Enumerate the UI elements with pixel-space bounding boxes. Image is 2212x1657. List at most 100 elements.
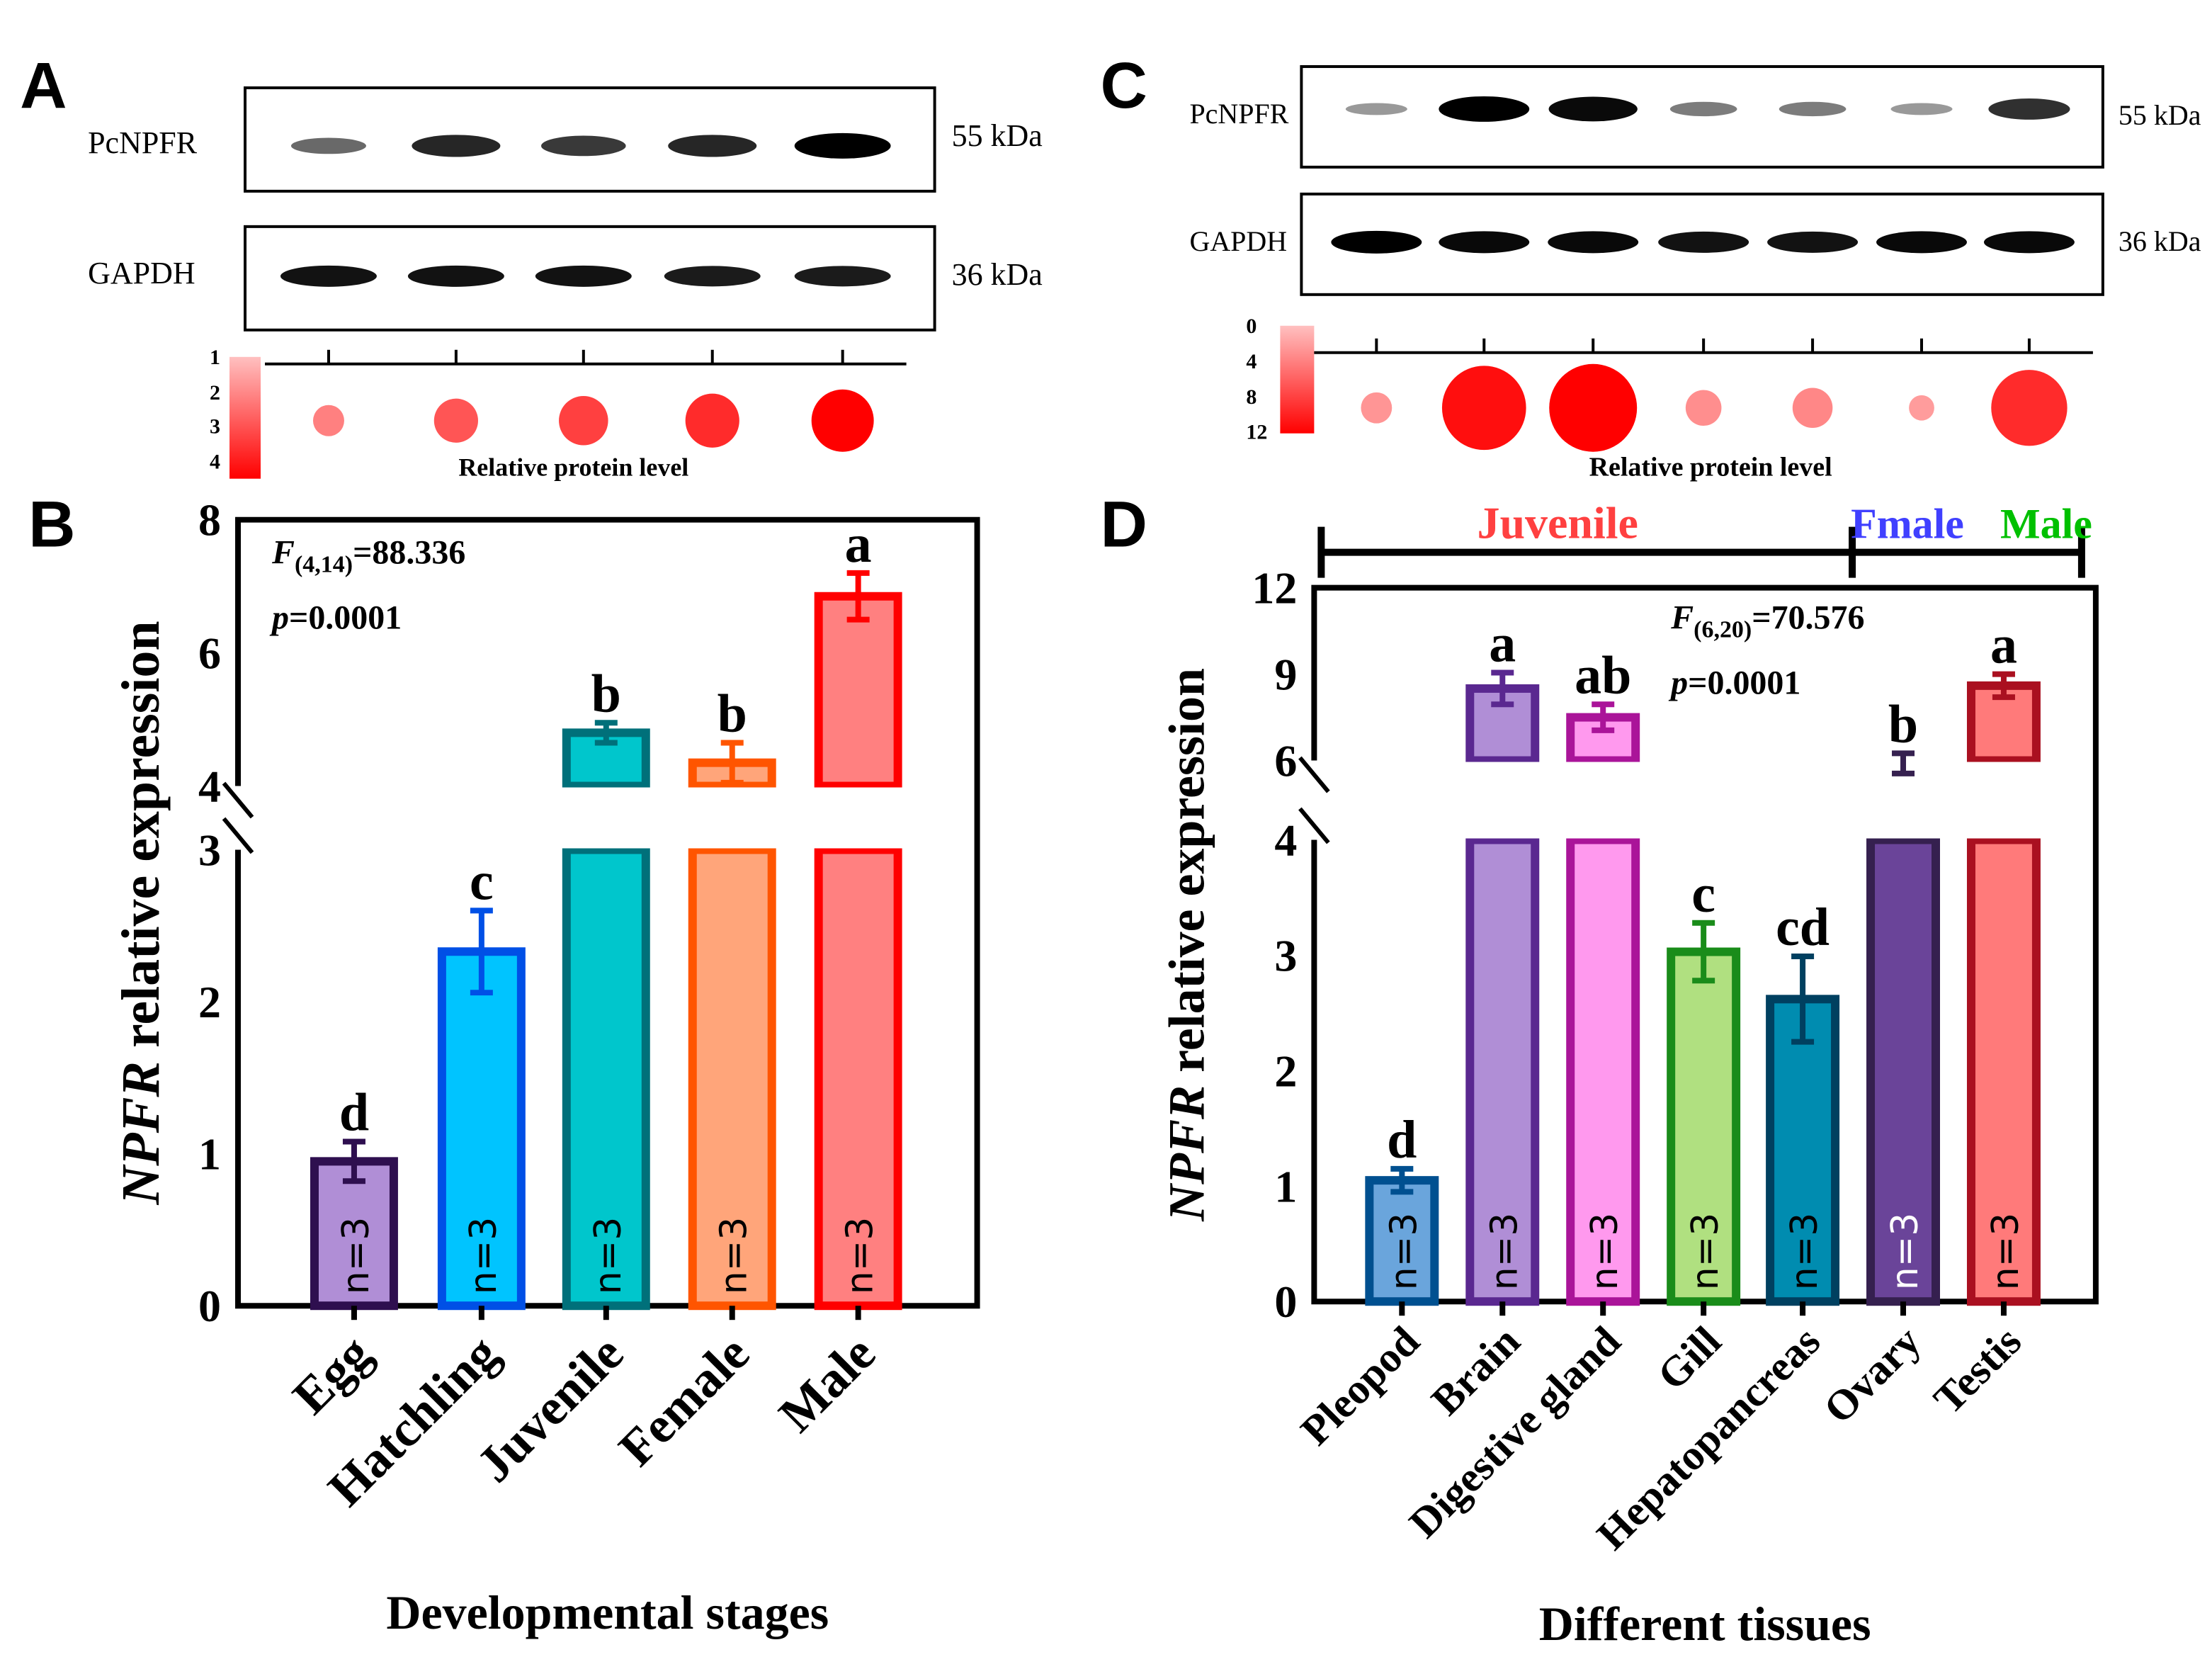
axis-break-gap	[812, 787, 904, 849]
blot-c-control-kda: 36 kDa	[2119, 225, 2201, 257]
axis-break-mark	[1298, 756, 1330, 793]
error-bar	[1892, 750, 1915, 776]
stat-part: (6,20)	[1694, 617, 1752, 643]
axis-break-gap	[560, 787, 652, 849]
error-bar	[1791, 954, 1815, 1045]
y-tick-label: 2	[198, 977, 221, 1027]
protein-band-gapdh	[1439, 231, 1530, 254]
protein-band-target	[1345, 103, 1407, 115]
y-tick-label: 4	[1274, 815, 1297, 865]
error-bar	[470, 907, 493, 996]
significance-letter: a	[1990, 616, 2017, 675]
x-tick-label: Pleopod	[1292, 1318, 1429, 1454]
panel-label-c: C	[1101, 50, 1147, 122]
x-tick-label: Female	[608, 1325, 760, 1477]
western-blot-c: PcNPFR GAPDH 55 kDa 36 kDa 0 4 8 12 Rela…	[1189, 64, 2201, 482]
axis-break-gap	[686, 787, 778, 849]
protein-band-target	[794, 132, 891, 159]
y-axis-label: NPFR relative expression	[111, 621, 171, 1205]
bar-chart-d: 012346912dn=3Pleopodan=3Brainabn=3Digest…	[1158, 498, 2099, 1651]
stat-part: p	[269, 599, 289, 637]
panel-label-b: B	[28, 489, 75, 561]
error-bar	[1491, 669, 1514, 708]
axis-break-gap	[1965, 762, 2042, 839]
n-label: n=3	[1783, 1213, 1826, 1291]
significance-letter: b	[1888, 694, 1918, 754]
n-label: n=3	[463, 1217, 505, 1295]
protein-band-target	[1669, 101, 1737, 117]
n-label: n=3	[1884, 1213, 1927, 1291]
x-tick-label: Egg	[282, 1325, 382, 1425]
error-bar	[846, 570, 870, 623]
axes-frame	[235, 516, 980, 1309]
protein-band-gapdh	[664, 266, 761, 287]
relative-level-dot	[685, 393, 739, 448]
relative-level-dot	[1909, 395, 1934, 421]
group-label-juvenile: Juvenile	[1477, 498, 1638, 548]
blot-a-color-scale	[229, 356, 261, 479]
stat-part: F	[1670, 599, 1694, 637]
bar	[1465, 835, 1540, 1306]
x-axis-label: Developmental stages	[386, 1585, 829, 1639]
significance-letter: d	[339, 1082, 369, 1142]
n-label: n=3	[1383, 1213, 1425, 1291]
scale-c-tick: 12	[1246, 421, 1267, 444]
significance-letter: cd	[1776, 898, 1830, 957]
y-tick-label: 3	[1274, 930, 1297, 980]
significance-letter: b	[718, 684, 747, 743]
bar-group: a n=3 Testis	[1924, 616, 2042, 1423]
group-label-female: Fmale	[1851, 501, 1964, 548]
axes-frame	[1311, 584, 2099, 1305]
significance-letter: b	[591, 664, 621, 723]
y-tick-label: 3	[198, 825, 221, 875]
scale-a-tick: 3	[210, 415, 220, 439]
p-value: p=0.0001	[1668, 665, 1800, 702]
y-tick-label: 6	[198, 628, 221, 679]
protein-band-gapdh	[1548, 231, 1639, 254]
bar-group: d n=3 Egg	[282, 1082, 398, 1425]
y-axis-label-gene: NPFR	[1158, 1085, 1215, 1222]
blot-a-control-label: GAPDH	[88, 256, 195, 290]
axis-break-mark	[222, 817, 254, 854]
n-label: n=3	[713, 1217, 756, 1295]
bar	[437, 947, 526, 1311]
bar-upper	[814, 592, 902, 791]
y-tick-label: 1	[198, 1129, 221, 1180]
scale-c-tick: 4	[1246, 350, 1257, 373]
relative-level-dot	[1792, 388, 1833, 429]
stat-part: =70.576	[1752, 599, 1864, 637]
error-bar	[1692, 920, 1715, 984]
bar-group: c n=3 Gill	[1648, 864, 1741, 1399]
y-tick-label: 4	[198, 762, 221, 812]
blot-a-scale-label: Relative protein level	[458, 453, 688, 482]
significance-letter: d	[1387, 1110, 1417, 1170]
protein-band-gapdh	[794, 266, 891, 287]
protein-band-gapdh	[1983, 231, 2075, 254]
scale-a-tick: 1	[210, 346, 220, 369]
stat-part: =88.336	[353, 534, 465, 572]
protein-band-gapdh	[1767, 231, 1859, 253]
protein-band-target	[668, 135, 757, 157]
y-tick-label: 12	[1252, 563, 1297, 613]
error-bar	[594, 720, 618, 746]
protein-band-target	[290, 137, 366, 154]
stat-part: =0.0001	[289, 599, 402, 637]
scale-c-tick: 0	[1246, 315, 1257, 338]
protein-band-gapdh	[280, 265, 377, 287]
x-axis-label: Different tissues	[1539, 1597, 1871, 1651]
protein-band-target	[1890, 103, 1953, 115]
y-tick-label: 9	[1274, 650, 1297, 700]
relative-level-dot	[1991, 370, 2068, 446]
n-label: n=3	[587, 1217, 630, 1295]
relative-level-dot	[1685, 390, 1722, 426]
bar	[1766, 995, 1840, 1306]
stat-part: =0.0001	[1688, 665, 1800, 702]
bar-group: a n=3 Male	[768, 514, 904, 1443]
significance-letter: c	[470, 852, 494, 911]
significance-letter: a	[1489, 614, 1516, 674]
relative-level-dot	[312, 405, 344, 436]
protein-band-gapdh	[1876, 231, 1967, 254]
relative-level-dot	[1441, 366, 1526, 451]
blot-a-target-kda: 55 kDa	[952, 118, 1043, 153]
